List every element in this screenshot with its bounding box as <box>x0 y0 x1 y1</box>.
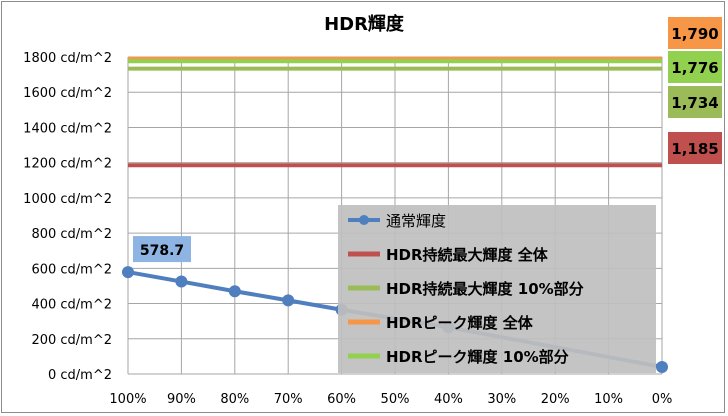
x-tick-label: 10% <box>594 392 623 407</box>
x-tick-label: 90% <box>167 392 196 407</box>
x-tick-label: 40% <box>434 392 463 407</box>
y-axis: 0 cd/m^2 200 cd/m^2 400 cd/m^2 600 cd/m^2 80… <box>23 51 112 383</box>
value-label: 1,185 <box>671 140 718 158</box>
x-tick-label: 70% <box>274 392 303 407</box>
series-lines <box>122 56 668 373</box>
legend-box <box>338 205 656 373</box>
legend-marker <box>359 215 369 225</box>
legend-label: HDRピーク輝度 全体 <box>386 314 534 332</box>
y-tick-label: 1400 cd/m^2 <box>23 121 112 136</box>
y-tick-label: 800 cd/m^2 <box>31 227 112 242</box>
value-label: 1,734 <box>671 94 718 112</box>
legend-label: 通常輝度 <box>386 212 446 230</box>
data-labels: 1,185 1,734 1,790 1,776 578.7 <box>133 17 722 263</box>
legend: 通常輝度 HDR持続最大輝度 全体 HDR持続最大輝度 10%部分 HDRピーク輝度 … <box>338 205 656 373</box>
y-tick-label: 1800 cd/m^2 <box>23 51 112 66</box>
value-label-box <box>668 17 722 49</box>
y-tick-label: 0 cd/m^2 <box>48 368 112 383</box>
x-tick-label: 30% <box>487 392 516 407</box>
y-tick-label: 1600 cd/m^2 <box>23 86 112 101</box>
series-point <box>656 360 668 373</box>
x-axis: 100% 90% 80% 70% 60% 50% 40% 30% 20% 10% 0% <box>109 392 672 407</box>
x-tick-label: 0% <box>652 392 673 407</box>
y-tick-label: 1000 cd/m^2 <box>23 192 112 207</box>
value-label: 1,776 <box>671 59 718 77</box>
value-label-box <box>668 86 722 118</box>
legend-label: HDR持続最大輝度 10%部分 <box>386 280 584 298</box>
legend-label: HDR持続最大輝度 全体 <box>386 246 549 264</box>
value-label-box <box>668 51 722 83</box>
y-tick-label: 200 cd/m^2 <box>31 333 112 348</box>
y-tick-label: 400 cd/m^2 <box>31 298 112 313</box>
chart-title: HDR輝度 <box>324 13 405 35</box>
data-label: 578.7 <box>140 243 184 259</box>
y-tick-label: 1200 cd/m^2 <box>23 157 112 172</box>
series-point <box>122 266 134 279</box>
value-label: 1,790 <box>671 25 718 43</box>
x-tick-label: 20% <box>541 392 570 407</box>
x-tick-label: 60% <box>327 392 356 407</box>
x-tick-label: 80% <box>220 392 249 407</box>
x-tick-label: 100% <box>109 392 146 407</box>
series-point <box>175 275 188 288</box>
series-point <box>282 294 295 307</box>
y-tick-label: 600 cd/m^2 <box>31 262 112 277</box>
data-label-box <box>133 236 191 263</box>
legend-label: HDRピーク輝度 10%部分 <box>386 348 569 366</box>
value-label-box <box>668 132 722 164</box>
x-tick-label: 50% <box>381 392 410 407</box>
series-point <box>228 285 241 298</box>
